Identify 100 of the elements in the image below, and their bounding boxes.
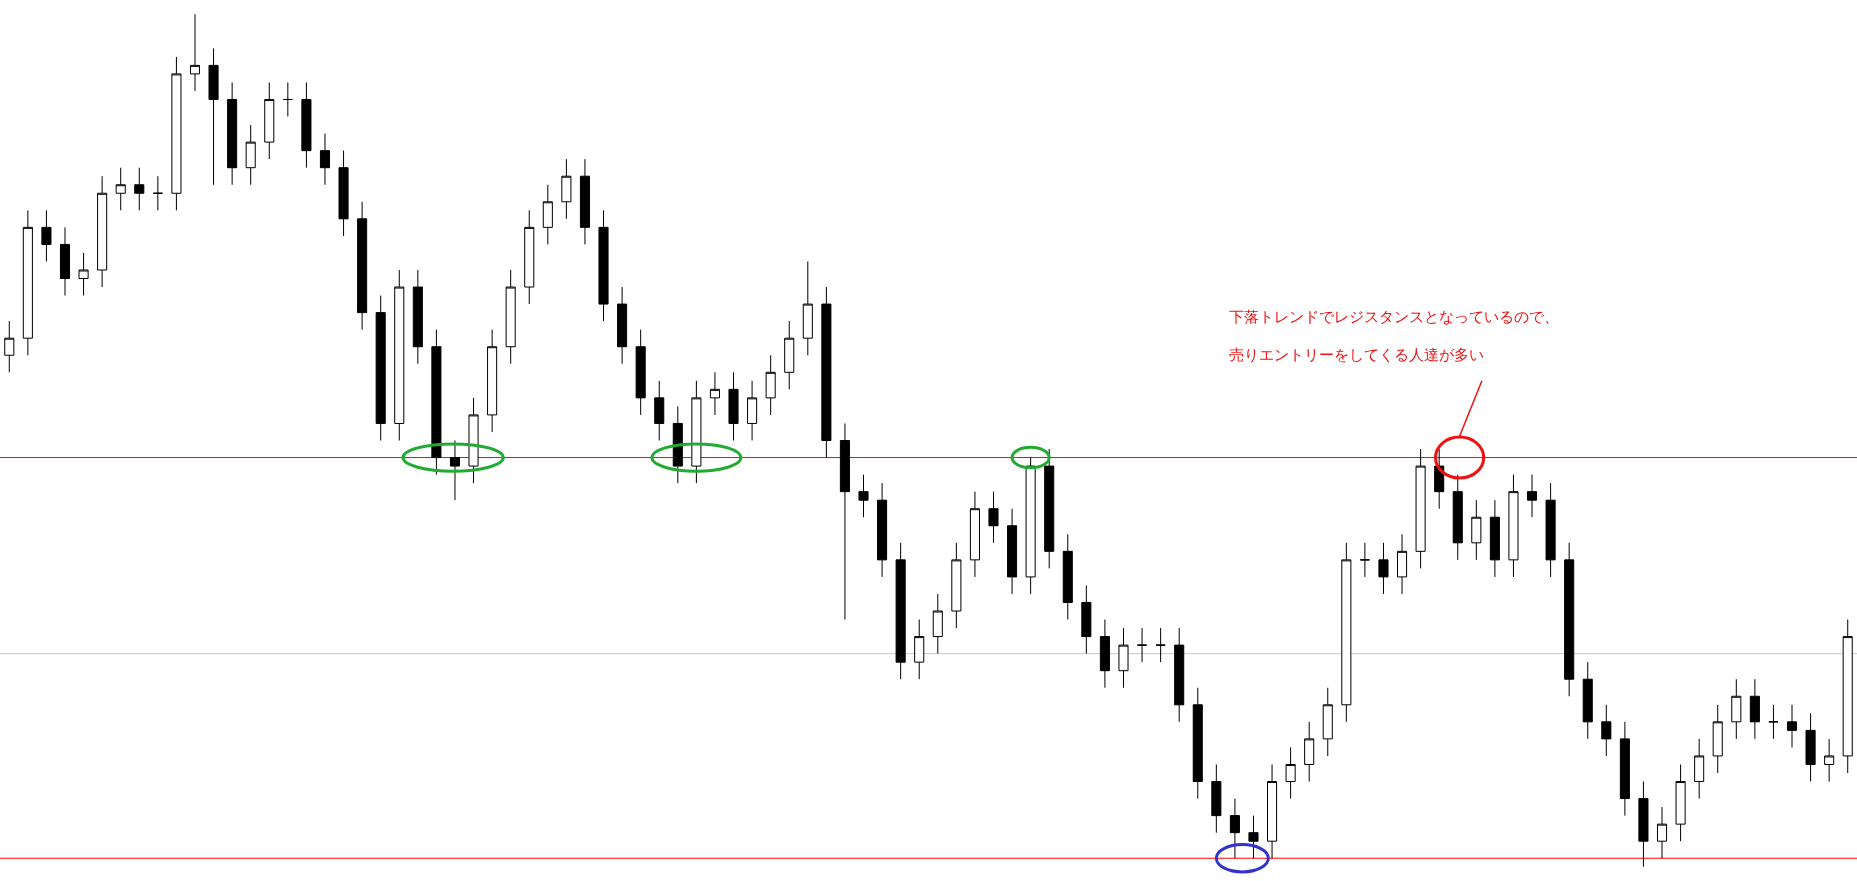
candlestick <box>1025 457 1036 595</box>
candlestick <box>858 474 869 518</box>
annotation: 下落トレンドでレジスタンスとなっているので、 <box>1229 308 1559 326</box>
candlestick <box>635 329 646 416</box>
candlestick <box>728 371 739 441</box>
candlestick <box>1285 746 1296 800</box>
candlestick <box>189 13 201 92</box>
candlestick <box>171 56 182 211</box>
candlestick <box>468 397 479 484</box>
candlestick <box>1582 661 1593 740</box>
candlestick <box>1731 678 1742 740</box>
candlestick <box>672 405 683 484</box>
candlestick <box>1601 704 1612 757</box>
candlestick <box>1526 474 1538 518</box>
candlestick <box>1656 806 1668 859</box>
candlestick <box>134 167 145 211</box>
candlestick <box>1508 474 1519 578</box>
candlestick <box>932 593 943 655</box>
candlestick <box>1489 499 1500 578</box>
candlestick <box>1229 798 1240 859</box>
candlestick <box>357 201 368 331</box>
candlestick <box>22 209 33 356</box>
candlestick <box>412 269 423 365</box>
candlestick <box>301 81 312 169</box>
candlestick <box>245 124 256 186</box>
candlestick <box>1211 763 1222 834</box>
candlestick <box>1471 499 1482 561</box>
candlestick <box>802 260 813 356</box>
candlestick <box>1304 721 1315 783</box>
candlestick <box>59 226 71 297</box>
candlestick <box>41 209 52 262</box>
candlestick <box>1786 704 1798 748</box>
candlestick <box>1452 474 1463 561</box>
candlestick <box>449 440 461 501</box>
candlestick <box>431 329 442 476</box>
candlestick <box>1749 678 1760 740</box>
candlestick <box>1062 533 1073 621</box>
candlestick <box>691 380 702 484</box>
candlestick <box>208 47 219 186</box>
candlestick <box>394 269 405 441</box>
candlestick <box>282 81 293 118</box>
candlestick <box>598 209 609 322</box>
candlestick <box>78 252 89 297</box>
annotation: 売りエントリーをしてくる人達が多い <box>1229 346 1484 364</box>
candlestick <box>1007 508 1018 595</box>
candlestick <box>1118 627 1129 689</box>
candlestick <box>1694 738 1705 800</box>
candlestick <box>1378 542 1389 595</box>
candlestick <box>1155 627 1166 663</box>
candlestick <box>1341 542 1352 723</box>
candlestick <box>1415 448 1426 569</box>
candlestick <box>969 491 980 578</box>
candlestick <box>1675 763 1686 842</box>
candlestick <box>1267 763 1278 859</box>
candlestick <box>1638 781 1649 868</box>
candlestick <box>227 81 238 186</box>
candlestick <box>1322 687 1333 757</box>
candlestick <box>579 158 590 245</box>
candlestick <box>951 542 962 629</box>
candlestick <box>1805 712 1816 783</box>
candlestick <box>1396 533 1408 595</box>
candlestick <box>561 158 572 220</box>
candlestick <box>97 175 108 288</box>
candlestick <box>1248 815 1259 859</box>
candlestick <box>1359 542 1370 578</box>
candlestick <box>747 380 758 441</box>
candlestick <box>1434 448 1445 510</box>
candlestick <box>1044 448 1055 569</box>
candlestick <box>375 295 386 441</box>
candlestick <box>821 286 832 459</box>
candlestick <box>877 482 888 578</box>
candlestick <box>914 619 925 680</box>
candlestick <box>784 320 795 390</box>
candlestick <box>1619 721 1630 817</box>
candlestick <box>988 491 999 544</box>
candlestick <box>1842 619 1853 774</box>
candlestick <box>1099 619 1110 689</box>
candlestick <box>487 329 498 433</box>
candlestick <box>1192 687 1203 800</box>
candlestick <box>1564 542 1575 697</box>
candlestick <box>505 269 516 365</box>
candlestick <box>709 371 720 416</box>
candlestick <box>654 380 665 441</box>
candlestick <box>319 133 331 186</box>
candlestick <box>1081 584 1092 655</box>
candlestick <box>1712 704 1723 774</box>
candlestick <box>895 542 906 680</box>
candlestick <box>152 175 163 211</box>
candlestick <box>1768 704 1779 740</box>
candlestick <box>524 209 535 305</box>
candlestick <box>115 167 126 211</box>
candlestick <box>839 422 850 621</box>
candlestick <box>765 354 776 416</box>
candlestick <box>542 184 553 245</box>
candlestick <box>338 150 349 237</box>
candlestick <box>1545 482 1556 578</box>
candlestick <box>617 286 628 365</box>
candlestick <box>264 81 275 160</box>
candlestick <box>1824 738 1835 783</box>
candlestick <box>1174 627 1185 723</box>
